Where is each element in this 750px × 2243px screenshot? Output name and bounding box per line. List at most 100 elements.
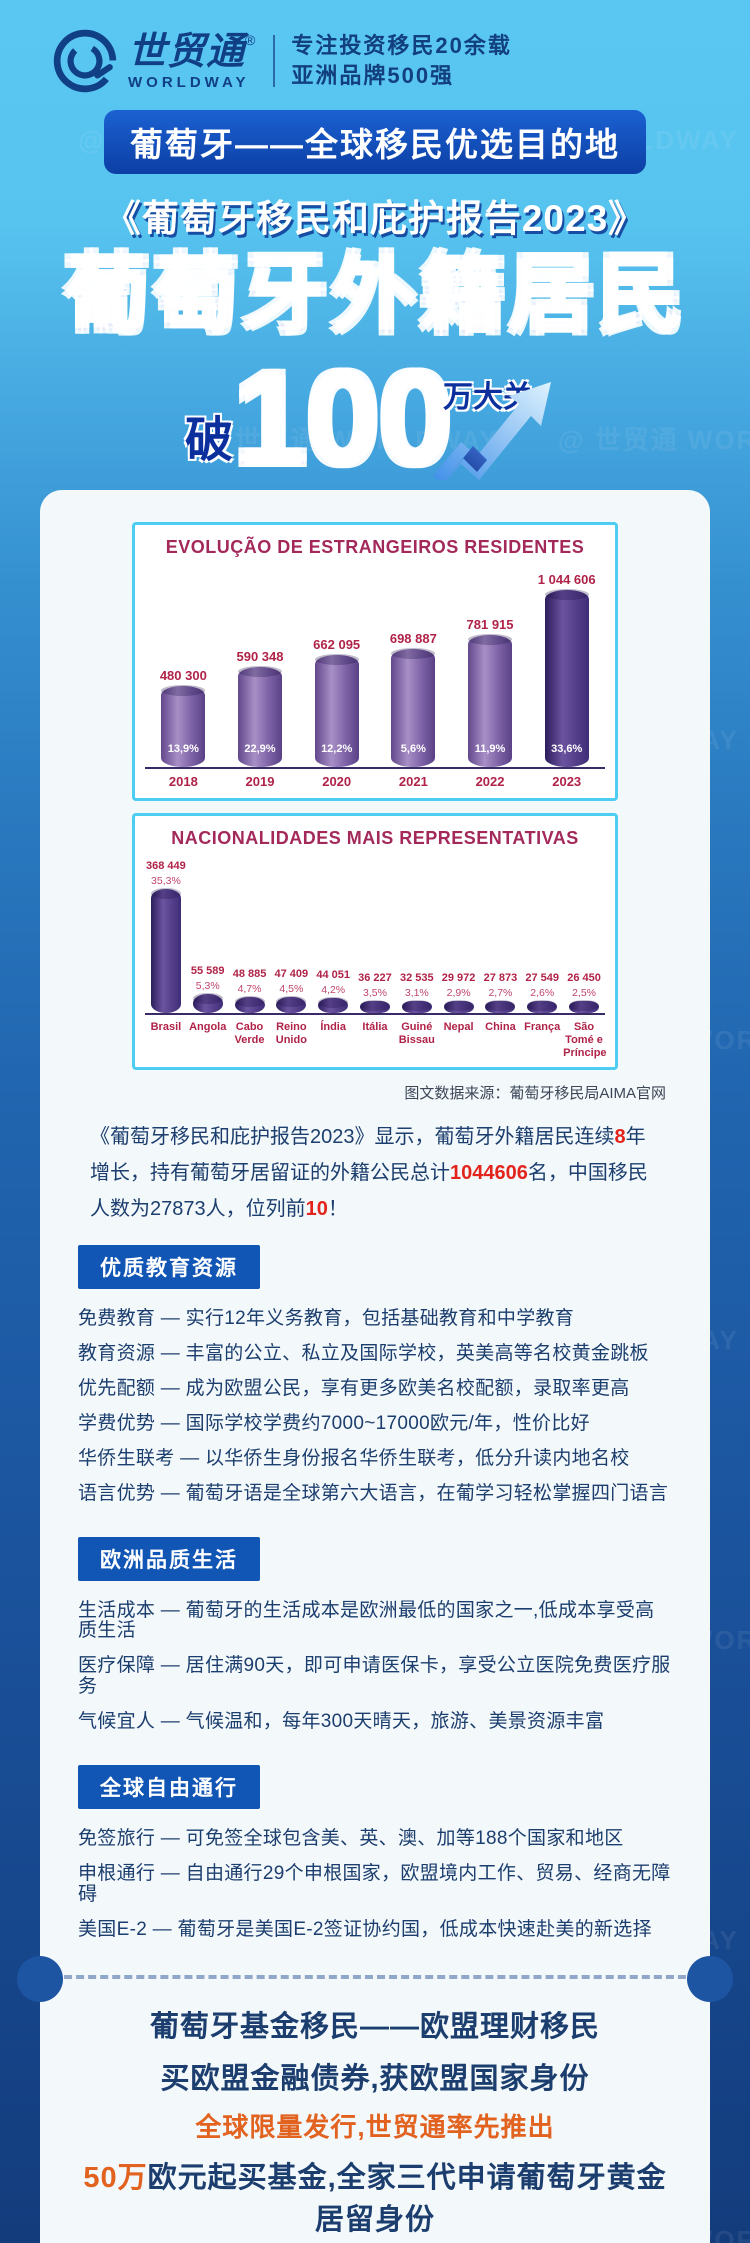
chart-category-row: Brasil Angola Cabo Verde Reino Unido Índia It… [145,1021,607,1059]
highlight-number: 10 [305,1198,328,1221]
growth-arrow-icon [433,382,551,481]
category-label: Nepal [443,1021,474,1034]
chart-column: 698 887 5,6% [375,631,452,768]
tagline-line-2: 亚洲品牌500强 [291,63,455,88]
bar-percent-label: 35,3% [151,875,181,888]
ticket-notch-right [687,1955,733,2002]
bar-percent-label: 11,9% [474,743,506,756]
bar-percent-label: 33,6% [551,743,583,756]
chart-column: 32 535 3,1% [396,972,438,1014]
bar-percent-label: 2,9% [446,987,471,1000]
main-title: 葡萄牙外籍居民 [0,250,750,341]
chart-column: 781 915 11,9% [452,617,529,768]
chart-column: 662 095 12,2% [298,637,375,768]
bar-value-label: 48 885 [232,968,267,981]
ticket-notch-left [17,1955,63,2002]
tagline-line-1: 专注投资移民20余载 [291,33,512,59]
main-card: EVOLUÇÃO DE ESTRANGEIROS RESIDENTES 480 … [17,490,733,2243]
list-item: 教育资源 — 丰富的公立、私立及国际学校，英美高等名校黄金跳板 [78,1343,649,1365]
list-item: 华侨生联考 — 以华侨生身份报名华侨生联考，低分升读内地名校 [78,1447,630,1469]
list-item: 气候宜人 — 气候温和，每年300天晴天，旅游、美景资源丰富 [78,1711,605,1733]
bar-percent-label: 2,5% [572,987,596,1000]
bar-percent-label: 3,1% [404,987,429,1000]
worldway-logo-icon [53,29,117,93]
chart-column: 368 449 35,3% [145,860,187,1014]
ticket-divider [17,1955,733,2002]
chart-column: 480 300 13,9% [145,668,222,768]
bar: 11,9% [468,634,513,768]
bar-percent-label: 5,3% [195,980,220,993]
section-badge: 全球自由通行 [78,1764,260,1809]
bar-value-label: 480 300 [159,668,207,684]
bar [527,1000,558,1014]
bar-value-label: 55 589 [190,965,225,978]
summary-text: 年增长，持有葡萄牙居留证的外籍公民总计 [90,1126,646,1185]
chart-column: 1 044 606 33,6% [528,572,605,768]
bar-value-label: 44 051 [316,969,350,982]
category-label: Reino Unido [275,1021,307,1046]
report-title: 《葡萄牙移民和庇护报告2023》 [103,198,647,239]
bar [318,997,349,1014]
summary-paragraph: 《葡萄牙移民和庇护报告2023》显示，葡萄牙外籍居民连续8年增长，持有葡萄牙居留… [90,1119,660,1227]
bar [150,888,181,1014]
bar-value-label: 29 972 [441,972,476,985]
bar-value-label: 590 348 [236,649,284,665]
chart-column: 44 051 4,2% [312,969,354,1014]
bar-value-label: 1 044 606 [537,572,596,588]
promo-block: 葡萄牙基金移民——欧盟理财移民买欧盟金融债券,获欧盟国家身份全球限量发行,世贸通… [78,2003,672,2243]
chart-column: 36 227 3,5% [354,972,396,1014]
brand-divider [273,35,276,87]
highlight-number: 1044606 [450,1162,528,1185]
category-label: Itália [362,1021,388,1034]
bar: 13,9% [161,685,206,768]
category-label: Índia [320,1021,346,1034]
bar-percent-label: 22,9% [244,743,276,756]
brand-header: 世贸通® WORLDWAY 专注投资移民20余载 亚洲品牌500强 [0,0,750,96]
bar-value-label: 698 887 [389,631,437,647]
bar [401,1000,432,1014]
bar-value-label: 368 449 [146,860,186,873]
hero-banner: 葡萄牙——全球移民优选目的地 [104,110,646,174]
list-item: 优先配额 — 成为欧盟公民，享有更多欧美名校配额，录取率更高 [78,1377,630,1399]
bar-percent-label: 5,6% [400,743,426,756]
chart-column: 29 972 2,9% [438,972,480,1014]
promo-line: 买欧盟金融债券,获欧盟国家身份 [78,2055,672,2097]
category-label: 2021 [398,774,428,790]
bar [485,1000,516,1014]
promo-line: 全球限量发行,世贸通率先推出 [78,2107,672,2144]
chart-plot: 368 449 35,3% 55 589 5,3% 48 885 4,7% 47 409 4,… [145,855,605,1016]
bar-value-label: 662 095 [313,637,361,653]
bar: 33,6% [544,589,589,768]
registered-mark: ® [245,31,256,48]
milestone-number: 100 [233,344,453,494]
summary-text: ！ [327,1198,348,1221]
bar [192,993,223,1014]
bar-percent-label: 13,9% [167,743,199,756]
chart-title: NACIONALIDADES MAIS REPRESENTATIVAS [171,828,579,849]
chart-column: 27 549 2,6% [521,972,563,1014]
bar-percent-label: 2,7% [488,987,513,1000]
bar-percent-label: 12,2% [321,743,353,756]
nationalities-chart: NACIONALIDADES MAIS REPRESENTATIVAS 368 … [132,813,618,1071]
bar [443,1000,474,1014]
brand-text: 世贸通® WORLDWAY [128,33,255,90]
bar: 5,6% [391,648,436,768]
bar-percent-label: 4,7% [237,983,262,996]
category-label: 2019 [245,774,275,790]
promo-highlight: 50万 [83,2161,148,2194]
bar: 22,9% [238,666,282,768]
bar-value-label: 47 409 [274,968,309,981]
section-item-list: 免费教育 — 实行12年义务教育，包括基础教育和中学教育 教育资源 — 丰富的公立… [78,1308,672,1504]
data-source-caption: 图文数据来源：葡萄牙移民局AIMA官网 [404,1085,666,1103]
chart-plot: 480 300 13,9% 590 348 22,9% 662 095 12,2% 698 … [145,564,605,770]
promo-text: 葡萄牙基金移民——欧盟理财移民 [149,2010,600,2043]
list-item: 免签旅行 — 可免签全球包含美、英、澳、加等188个国家和地区 [78,1827,624,1849]
bar-value-label: 26 450 [567,972,601,985]
category-label: Angola [189,1021,227,1034]
list-item: 生活成本 — 葡萄牙的生活成本是欧洲最低的国家之一,低成本享受高质生活 [78,1599,655,1642]
section-item-list: 免签旅行 — 可免签全球包含美、英、澳、加等188个国家和地区 申根通行 — 自由… [78,1827,672,1941]
bar-value-label: 781 915 [466,617,514,633]
bar-value-label: 27 873 [483,972,518,985]
promo-line: 50万欧元起买基金,全家三代申请葡萄牙黄金居留身份 [78,2154,672,2238]
bar: 12,2% [314,654,359,768]
